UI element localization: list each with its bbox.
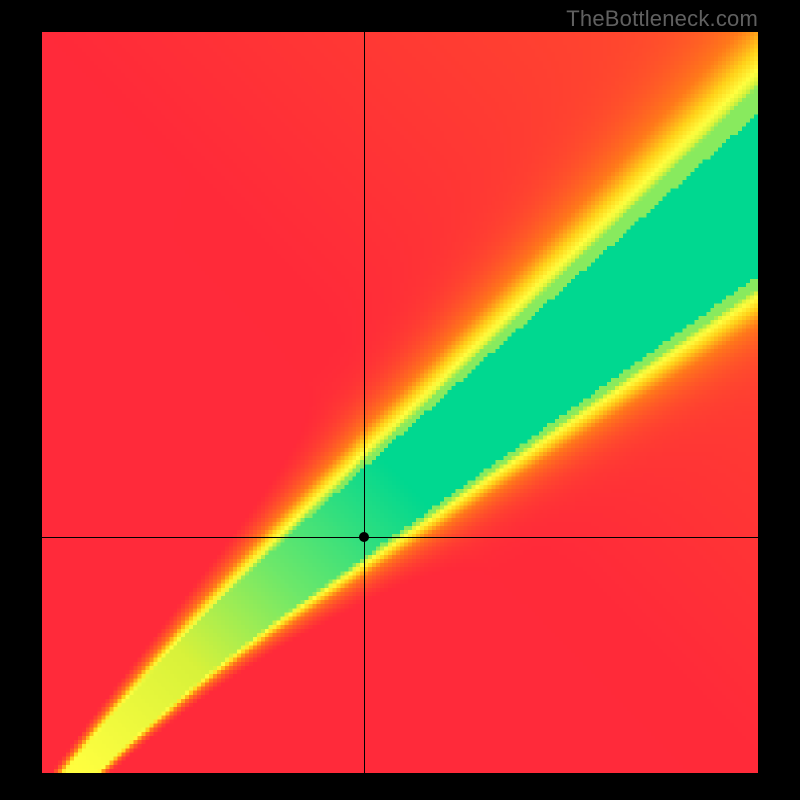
crosshair-horizontal [42, 537, 758, 538]
heatmap-plot [42, 32, 758, 773]
heatmap-canvas [42, 32, 758, 773]
crosshair-vertical [364, 32, 365, 773]
watermark-text: TheBottleneck.com [566, 6, 758, 32]
crosshair-marker [359, 532, 369, 542]
